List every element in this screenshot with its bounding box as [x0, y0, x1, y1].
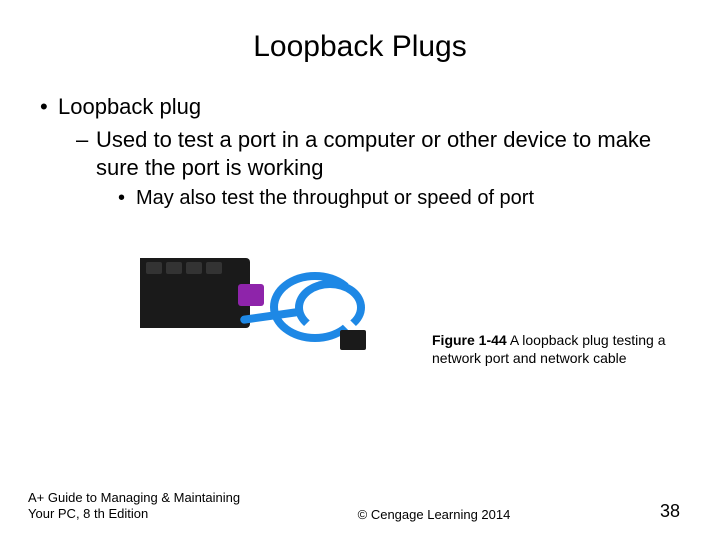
cable-coil-illustration [295, 280, 365, 335]
cable-tie-illustration [340, 330, 366, 350]
figure-image [140, 222, 420, 377]
bullet-level-3: May also test the throughput or speed of… [118, 187, 680, 210]
laptop-key [206, 262, 222, 274]
figure-number: Figure 1-44 [432, 332, 507, 348]
bullet-level-1: Loopback plug [40, 94, 680, 120]
slide-footer: A+ Guide to Managing & Maintaining Your … [0, 490, 720, 523]
figure-area: Figure 1-44 A loopback plug testing a ne… [140, 222, 680, 377]
footer-book-title: A+ Guide to Managing & Maintaining Your … [28, 490, 248, 523]
footer-page-number: 38 [620, 501, 680, 522]
content-area: Loopback plug Used to test a port in a c… [0, 94, 720, 377]
slide-title: Loopback Plugs [0, 0, 720, 94]
laptop-key [186, 262, 202, 274]
footer-copyright: © Cengage Learning 2014 [248, 507, 620, 522]
laptop-key [166, 262, 182, 274]
bullet-level-2: Used to test a port in a computer or oth… [76, 126, 680, 181]
figure-caption: Figure 1-44 A loopback plug testing a ne… [432, 331, 672, 377]
loopback-plug-illustration [238, 284, 264, 306]
laptop-key [146, 262, 162, 274]
